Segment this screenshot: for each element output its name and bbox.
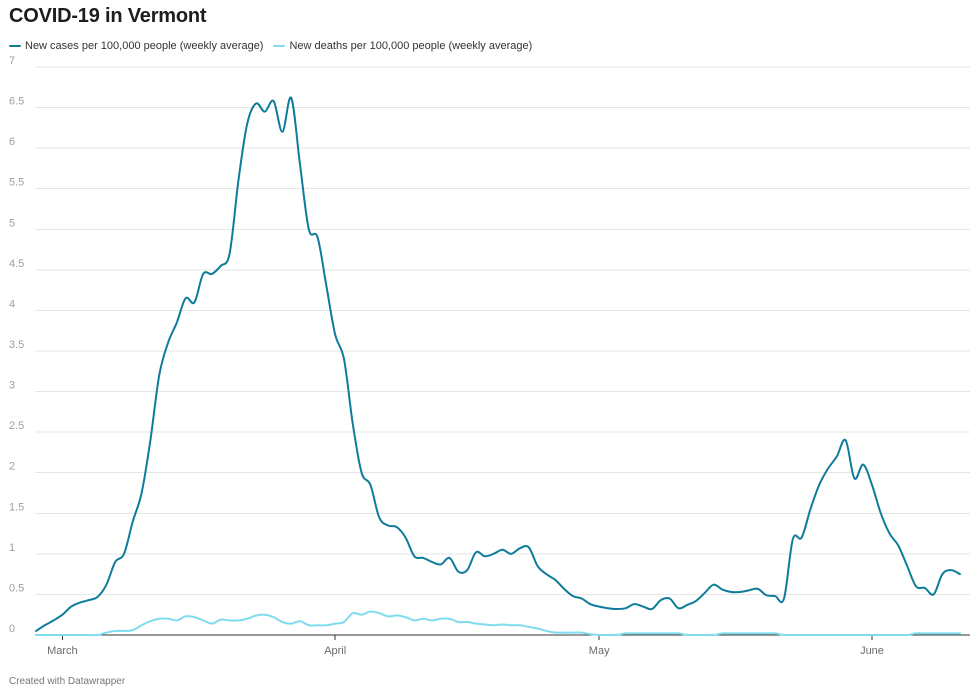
- series-line-deaths: [35, 610, 961, 637]
- y-tick-label: 0.5: [9, 582, 24, 594]
- legend-item-deaths: New deaths per 100,000 people (weekly av…: [273, 40, 532, 52]
- x-tick-label: April: [324, 645, 346, 657]
- y-tick-label: 7: [9, 55, 15, 67]
- series-line-cases: [35, 96, 961, 632]
- legend-item-cases: New cases per 100,000 people (weekly ave…: [9, 40, 263, 52]
- legend-label-cases: New cases per 100,000 people (weekly ave…: [25, 40, 264, 52]
- legend-label-deaths: New deaths per 100,000 people (weekly av…: [289, 40, 533, 52]
- y-tick-label: 5: [9, 217, 15, 229]
- legend-swatch-cases: [9, 45, 21, 47]
- y-tick-label: 4.5: [9, 258, 24, 270]
- y-tick-label: 5.5: [9, 177, 24, 189]
- y-tick-label: 1: [9, 542, 15, 554]
- y-tick-label: 6: [9, 136, 15, 148]
- legend-swatch-deaths: [273, 45, 286, 47]
- y-tick-label: 6.5: [9, 96, 24, 108]
- footer-credit: Created with Datawrapper: [9, 676, 126, 687]
- y-tick-label: 2: [9, 461, 15, 473]
- x-tick-label: May: [589, 645, 610, 657]
- y-tick-label: 4: [9, 298, 15, 310]
- y-tick-label: 3: [9, 380, 15, 392]
- x-tick-label: March: [47, 645, 78, 657]
- y-tick-label: 1.5: [9, 501, 24, 513]
- y-tick-label: 3.5: [9, 339, 24, 351]
- chart-title: COVID-19 in Vermont: [9, 5, 207, 27]
- chart-legend: New cases per 100,000 people (weekly ave…: [9, 40, 532, 52]
- y-tick-label: 2.5: [9, 420, 24, 432]
- y-tick-label: 0: [9, 623, 15, 635]
- x-tick-label: June: [860, 645, 884, 657]
